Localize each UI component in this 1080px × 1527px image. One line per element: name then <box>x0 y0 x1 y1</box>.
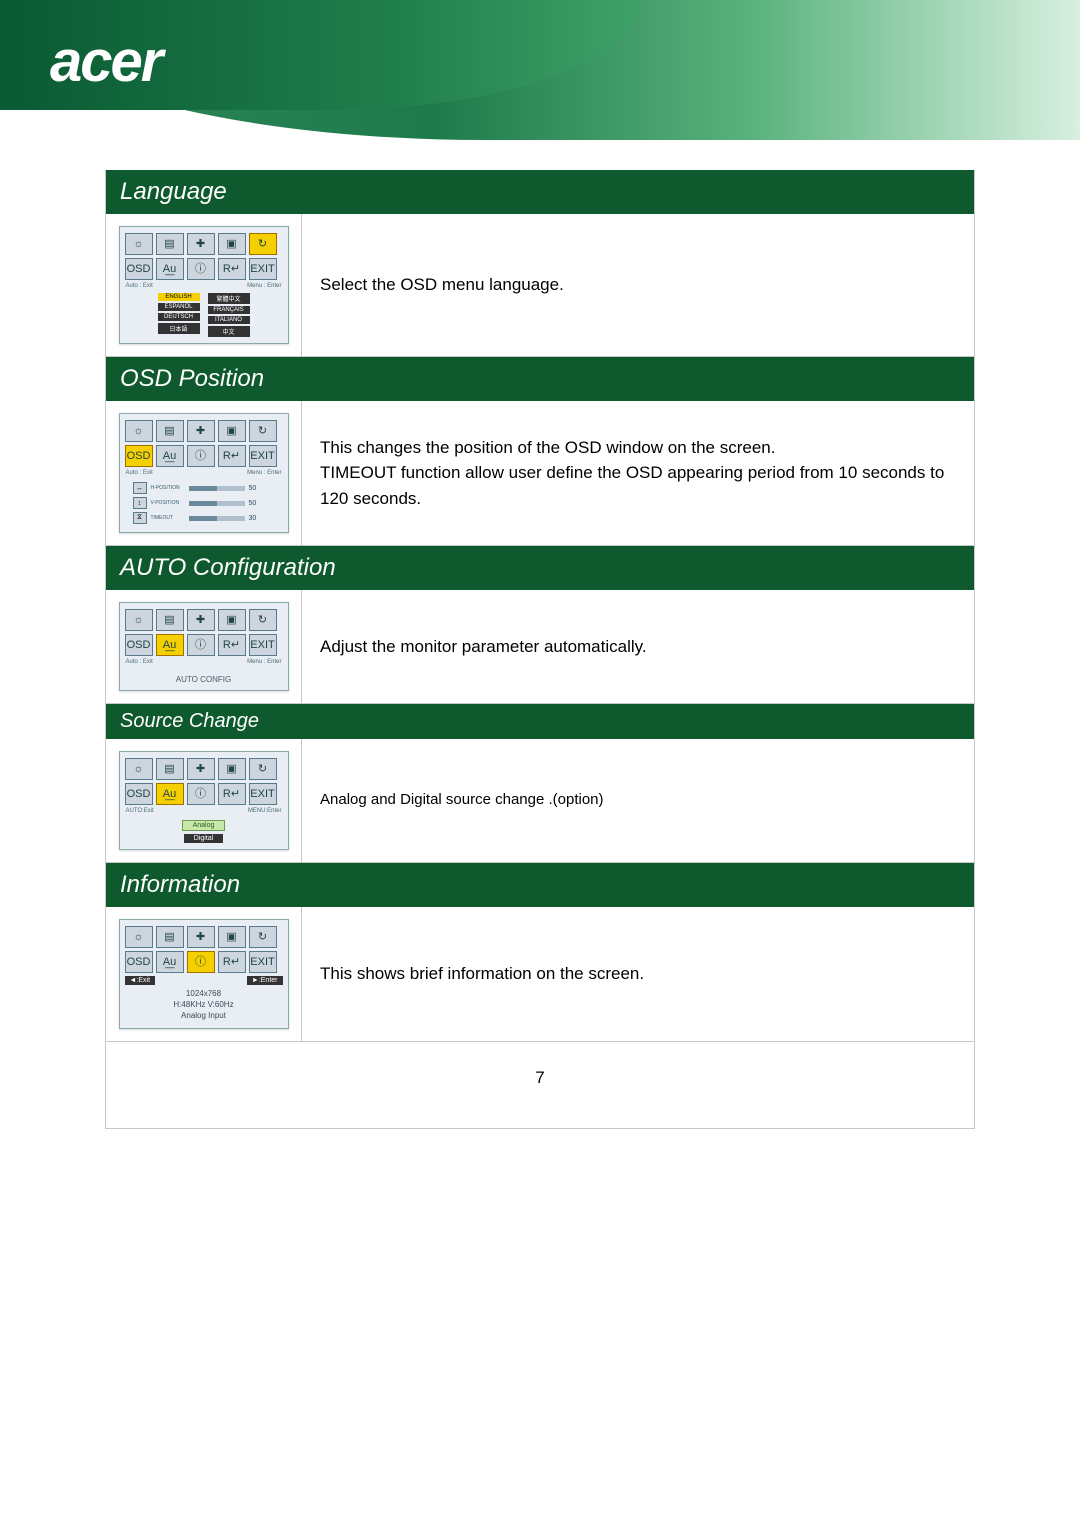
osd-icon: ⓘ <box>187 445 215 467</box>
osd-icon: ☼ <box>125 420 153 442</box>
osd-icon: ↻ <box>249 233 277 255</box>
osd-icon: ▣ <box>218 420 246 442</box>
osd-icon: ☼ <box>125 233 153 255</box>
osd-icon: ▤ <box>156 233 184 255</box>
osd-language-option: 繁體中文 <box>208 293 250 304</box>
osd-icon: ☼ <box>125 609 153 631</box>
osd-icon: ↻ <box>249 758 277 780</box>
section-body: ☼▤✚▣↻OSDA͟uⓘR↵EXITAuto : ExitMenu : Ente… <box>106 401 974 546</box>
osd-icon: ✚ <box>187 926 215 948</box>
osd-icon: EXIT <box>249 634 277 656</box>
section-description: Select the OSD menu language. <box>301 214 974 356</box>
osd-icon: ⓘ <box>187 951 215 973</box>
osd-icon: ▣ <box>218 926 246 948</box>
section-bar: Language <box>106 170 974 214</box>
osd-language-option: ESPAÑOL <box>158 303 200 311</box>
section-description: This shows brief information on the scre… <box>301 907 974 1041</box>
page-content: Language☼▤✚▣↻OSDA͟uⓘR↵EXITAuto : ExitMen… <box>105 170 975 1129</box>
osd-icon: R↵ <box>218 258 246 280</box>
osd-language-option: 中文 <box>208 326 250 337</box>
section-body: ☼▤✚▣↻OSDA͟uⓘR↵EXITAUTO:ExitMENU:EnterAna… <box>106 739 974 863</box>
osd-icon: ✚ <box>187 609 215 631</box>
osd-mockup: ☼▤✚▣↻OSDA͟uⓘR↵EXITAuto : ExitMenu : Ente… <box>119 226 289 344</box>
osd-slider-row: ↕V-POSITION50 <box>133 497 275 509</box>
osd-icon: OSD <box>125 634 153 656</box>
osd-thumbnail-cell: ☼▤✚▣↻OSDA͟uⓘR↵EXIT◄:Exit►:Enter1024x768H… <box>106 907 301 1041</box>
osd-icon: ✚ <box>187 233 215 255</box>
section-bar: AUTO Configuration <box>106 546 974 590</box>
osd-icon: ↻ <box>249 420 277 442</box>
section-body: ☼▤✚▣↻OSDA͟uⓘR↵EXITAuto : ExitMenu : Ente… <box>106 590 974 704</box>
osd-language-option: DEUTSCH <box>158 313 200 321</box>
section-body: ☼▤✚▣↻OSDA͟uⓘR↵EXIT◄:Exit►:Enter1024x768H… <box>106 907 974 1042</box>
section-description: This changes the position of the OSD win… <box>301 401 974 545</box>
osd-icon: ▤ <box>156 926 184 948</box>
osd-icon: ⓘ <box>187 634 215 656</box>
osd-thumbnail-cell: ☼▤✚▣↻OSDA͟uⓘR↵EXITAuto : ExitMenu : Ente… <box>106 214 301 356</box>
osd-icon: R↵ <box>218 445 246 467</box>
osd-icon: R↵ <box>218 951 246 973</box>
osd-thumbnail-cell: ☼▤✚▣↻OSDA͟uⓘR↵EXITAUTO:ExitMENU:EnterAna… <box>106 739 301 862</box>
osd-icon: R↵ <box>218 634 246 656</box>
osd-icon: ▣ <box>218 758 246 780</box>
osd-mockup: ☼▤✚▣↻OSDA͟uⓘR↵EXITAUTO:ExitMENU:EnterAna… <box>119 751 289 850</box>
osd-icon: OSD <box>125 951 153 973</box>
osd-icon: A͟u <box>156 634 184 656</box>
osd-info-line: H:48KHz V:60Hz <box>125 1000 283 1009</box>
osd-icon: OSD <box>125 783 153 805</box>
section-bar: Source Change <box>106 704 974 739</box>
osd-icon: EXIT <box>249 258 277 280</box>
osd-language-option: ENGLISH <box>158 293 200 301</box>
section-description: Adjust the monitor parameter automatical… <box>301 590 974 703</box>
osd-language-option: FRANÇAIS <box>208 306 250 314</box>
osd-icon: EXIT <box>249 951 277 973</box>
section-description: Analog and Digital source change .(optio… <box>301 739 974 862</box>
section-bar: Information <box>106 863 974 907</box>
osd-icon: ✚ <box>187 420 215 442</box>
osd-language-option: ITALIANO <box>208 316 250 324</box>
osd-icon: ▣ <box>218 609 246 631</box>
osd-info-line: Analog Input <box>125 1011 283 1020</box>
osd-icon: ↻ <box>249 609 277 631</box>
osd-icon: R↵ <box>218 783 246 805</box>
osd-slider-row: ⧖TIMEOUT30 <box>133 512 275 524</box>
osd-icon: OSD <box>125 258 153 280</box>
osd-info-line: 1024x768 <box>125 989 283 998</box>
osd-icon: ▤ <box>156 420 184 442</box>
osd-center-label: AUTO CONFIG <box>125 675 283 684</box>
osd-icon: A͟u <box>156 783 184 805</box>
osd-icon: EXIT <box>249 783 277 805</box>
osd-icon: ↻ <box>249 926 277 948</box>
brand-logo: acer <box>50 28 161 95</box>
page-number: 7 <box>106 1042 974 1128</box>
section-body: ☼▤✚▣↻OSDA͟uⓘR↵EXITAuto : ExitMenu : Ente… <box>106 214 974 357</box>
osd-source-option: Analog <box>182 820 226 831</box>
osd-icon: OSD <box>125 445 153 467</box>
osd-icon: ☼ <box>125 758 153 780</box>
osd-thumbnail-cell: ☼▤✚▣↻OSDA͟uⓘR↵EXITAuto : ExitMenu : Ente… <box>106 401 301 545</box>
osd-icon: A͟u <box>156 951 184 973</box>
osd-icon: A͟u <box>156 445 184 467</box>
osd-icon: ▤ <box>156 758 184 780</box>
osd-source-option: Digital <box>184 834 223 843</box>
osd-mockup: ☼▤✚▣↻OSDA͟uⓘR↵EXITAuto : ExitMenu : Ente… <box>119 413 289 533</box>
osd-icon: ☼ <box>125 926 153 948</box>
osd-mockup: ☼▤✚▣↻OSDA͟uⓘR↵EXITAuto : ExitMenu : Ente… <box>119 602 289 691</box>
osd-mockup: ☼▤✚▣↻OSDA͟uⓘR↵EXIT◄:Exit►:Enter1024x768H… <box>119 919 289 1029</box>
osd-icon: A͟u <box>156 258 184 280</box>
page-header: acer <box>0 0 1080 170</box>
osd-icon: ✚ <box>187 758 215 780</box>
osd-icon: ⓘ <box>187 258 215 280</box>
osd-slider-row: ↔H-POSITION50 <box>133 482 275 494</box>
osd-icon: ▤ <box>156 609 184 631</box>
osd-icon: ⓘ <box>187 783 215 805</box>
section-bar: OSD Position <box>106 357 974 401</box>
osd-language-option: 日本語 <box>158 323 200 334</box>
osd-icon: EXIT <box>249 445 277 467</box>
osd-thumbnail-cell: ☼▤✚▣↻OSDA͟uⓘR↵EXITAuto : ExitMenu : Ente… <box>106 590 301 703</box>
osd-icon: ▣ <box>218 233 246 255</box>
